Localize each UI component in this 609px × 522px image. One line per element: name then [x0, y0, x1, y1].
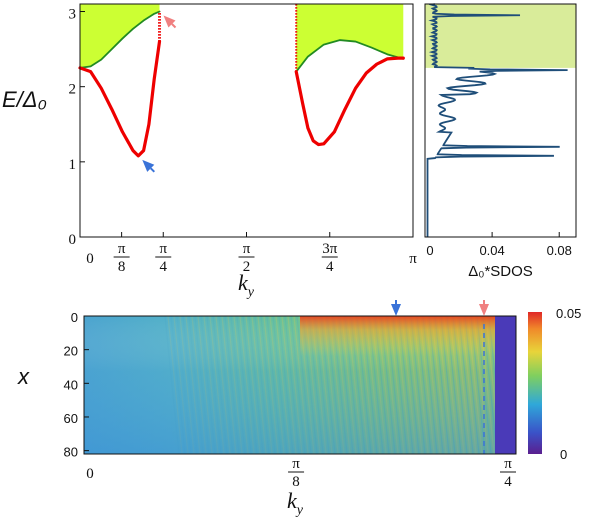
- x-tick-4-num: 3π: [322, 241, 338, 257]
- x-axis-label: ky: [238, 270, 255, 300]
- sdos-curve: [426, 3, 568, 237]
- colorbar: [528, 312, 542, 454]
- marker-arrow-1-head: [163, 15, 176, 28]
- x-tick-4-den: 4: [326, 259, 334, 275]
- colorbar-max-label: 0.05: [556, 306, 581, 321]
- x-tick-0-text: 0: [86, 251, 94, 267]
- heatmap-image: [84, 316, 516, 454]
- heatmap-right-edge: [495, 316, 516, 454]
- y-tick-label: 60: [64, 411, 78, 426]
- x-tick-1: π8: [113, 241, 130, 275]
- marker-arrow-0: [142, 159, 156, 173]
- colorbar-min-label: 0: [560, 447, 567, 462]
- y-tick-label: 0: [69, 232, 77, 248]
- marker-arrow-1-head: [479, 304, 489, 316]
- x-tick-2-num: π: [504, 456, 512, 472]
- x-tick-0: 0: [86, 251, 94, 267]
- x-tick-1-num: π: [118, 241, 126, 257]
- x-tick-2-den: 4: [504, 474, 512, 490]
- x-tick-label: 0.04: [479, 243, 504, 258]
- marker-arrow-1: [479, 300, 489, 316]
- plot-frame: [83, 315, 517, 455]
- x-tick-label: 0: [426, 243, 433, 258]
- surface-dos-panel: 0 0.04 0.08 Δ₀*SDOS: [424, 3, 577, 280]
- x-tick-1-den: 8: [118, 259, 126, 275]
- continuum-fill-0: [80, 4, 160, 68]
- plot-frame: [424, 3, 577, 238]
- y-tick-label: 2: [69, 82, 77, 98]
- y-tick-label: 0: [71, 310, 78, 325]
- x-tick-3: π2: [238, 241, 255, 275]
- x-tick-2-num: π: [159, 241, 167, 257]
- y-tick-label: 3: [69, 7, 77, 23]
- x-tick-2: π4: [155, 241, 172, 275]
- x-tick-2: π4: [500, 456, 516, 490]
- band-curve-3: [294, 56, 405, 147]
- y-axis-label: x: [17, 364, 30, 389]
- x-tick-1: π8: [288, 456, 305, 490]
- band-curve-1: [295, 39, 405, 73]
- x-tick-1-num: π: [292, 456, 300, 472]
- y-axis-label: E/Δ₀: [2, 87, 47, 112]
- x-tick-5-text: π: [409, 251, 417, 267]
- marker-arrow-0-head: [142, 159, 155, 172]
- x-tick-1-den: 8: [292, 474, 300, 490]
- y-tick-label: 20: [64, 344, 78, 359]
- marker-arrow-1-shaft: [171, 23, 177, 29]
- y-tick-label: 40: [64, 377, 78, 392]
- band-curve-0: [79, 10, 161, 69]
- x-axis-label: Δ₀*SDOS: [468, 263, 533, 280]
- marker-arrow-1: [163, 15, 177, 29]
- heatmap-surface-peak: [300, 316, 500, 356]
- x-tick-3-den: 2: [243, 259, 251, 275]
- x-tick-0: 0: [86, 466, 94, 482]
- continuum-fill-1: [296, 4, 404, 72]
- x-tick-4: 3π4: [321, 241, 338, 275]
- x-tick-label: 0.08: [547, 243, 572, 258]
- x-tick-0-text: 0: [86, 466, 94, 482]
- y-tick-label: 1: [69, 157, 77, 173]
- marker-arrow-0: [391, 300, 401, 316]
- band-curve-2: [78, 39, 162, 158]
- x-axis-label: ky: [287, 488, 304, 518]
- x-tick-5: π: [409, 251, 417, 267]
- marker-arrow-0-head: [391, 304, 401, 316]
- y-tick-label: 80: [64, 445, 78, 460]
- marker-arrow-0-shaft: [150, 167, 156, 173]
- x-tick-2-den: 4: [160, 259, 168, 275]
- x-tick-3-num: π: [243, 241, 251, 257]
